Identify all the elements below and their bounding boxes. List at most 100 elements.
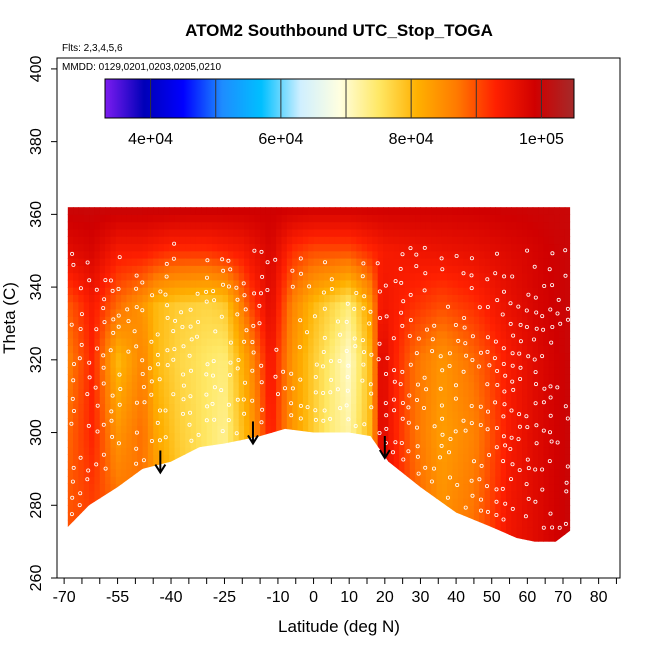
field-cell <box>388 265 395 274</box>
field-cell <box>350 250 357 259</box>
field-cell <box>163 207 170 215</box>
field-cell <box>174 388 181 397</box>
field-cell <box>538 258 544 266</box>
field-cell <box>94 468 101 477</box>
field-cell <box>425 214 432 223</box>
field-cell <box>313 272 320 281</box>
field-cell <box>543 345 550 354</box>
field-cell <box>147 367 154 375</box>
field-cell <box>479 243 486 252</box>
field-cell <box>543 388 550 397</box>
field-cell <box>73 243 79 252</box>
field-cell <box>329 338 336 346</box>
field-cell <box>463 316 470 325</box>
field-cell <box>441 498 448 506</box>
field-cell <box>468 214 475 223</box>
field-cell <box>495 512 502 521</box>
field-cell <box>441 461 448 470</box>
field-cell <box>495 308 502 317</box>
field-cell <box>479 265 486 274</box>
field-cell <box>163 228 170 237</box>
field-cell <box>137 418 144 426</box>
field-cell <box>564 323 571 332</box>
field-cell <box>388 330 395 339</box>
field-cell <box>399 250 406 259</box>
field-cell <box>329 214 336 223</box>
field-cell <box>142 272 149 281</box>
field-cell <box>484 330 491 339</box>
field-cell <box>89 287 96 295</box>
field-cell <box>522 381 528 390</box>
field-cell <box>297 221 304 230</box>
sample-point <box>369 352 374 357</box>
field-cell <box>473 418 480 426</box>
field-cell <box>179 236 186 245</box>
field-cell <box>404 403 411 412</box>
field-cell <box>244 359 251 368</box>
field-cell <box>548 468 555 477</box>
field-cell <box>527 265 534 274</box>
sample-point <box>181 383 186 388</box>
sample-point <box>494 499 499 504</box>
field-cell <box>388 272 395 281</box>
field-cell <box>89 432 96 441</box>
field-cell <box>564 461 571 470</box>
sample-point <box>110 393 115 398</box>
field-cell <box>201 316 208 325</box>
field-cell <box>185 432 192 441</box>
field-cell <box>78 410 85 419</box>
field-cell <box>201 279 208 288</box>
field-cell <box>89 243 96 252</box>
field-cell <box>564 447 571 455</box>
field-cell <box>538 330 544 339</box>
field-cell <box>110 388 117 397</box>
field-cell <box>115 287 122 295</box>
field-cell <box>522 258 528 266</box>
field-cell <box>463 374 470 383</box>
field-cell <box>73 490 79 499</box>
field-cell <box>345 287 352 295</box>
field-cell <box>511 214 518 223</box>
field-cell <box>131 236 138 245</box>
sample-point <box>134 461 139 466</box>
field-cell <box>404 461 411 470</box>
sample-point <box>108 348 113 353</box>
field-cell <box>468 439 475 448</box>
sample-point <box>157 377 162 382</box>
field-cell <box>345 258 352 266</box>
field-cell <box>463 439 470 448</box>
sample-point <box>346 417 351 422</box>
field-cell <box>393 316 400 325</box>
sample-point <box>69 421 74 426</box>
field-cell <box>404 338 411 346</box>
field-cell <box>484 308 491 317</box>
field-cell <box>260 388 267 397</box>
field-cell <box>554 388 561 397</box>
field-cell <box>548 316 555 325</box>
field-cell <box>153 454 160 463</box>
field-cell <box>206 214 213 223</box>
field-cell <box>415 403 422 412</box>
field-cell <box>254 396 261 405</box>
field-cell <box>190 374 197 383</box>
field-cell <box>468 265 475 274</box>
field-cell <box>527 534 534 542</box>
field-cell <box>522 316 528 325</box>
field-cell <box>350 330 357 339</box>
field-cell <box>532 476 539 485</box>
field-cell <box>89 265 96 274</box>
field-cell <box>233 374 240 383</box>
field-cell <box>495 338 502 346</box>
field-cell <box>286 396 293 405</box>
field-cell <box>447 250 454 259</box>
field-cell <box>179 447 186 455</box>
field-cell <box>324 338 331 346</box>
field-cell <box>131 403 138 412</box>
field-cell <box>131 388 138 397</box>
field-cell <box>559 410 566 419</box>
field-cell <box>174 287 181 295</box>
sample-point <box>526 466 531 471</box>
field-cell <box>543 505 550 514</box>
field-cell <box>270 374 277 383</box>
field-cell <box>452 403 459 412</box>
